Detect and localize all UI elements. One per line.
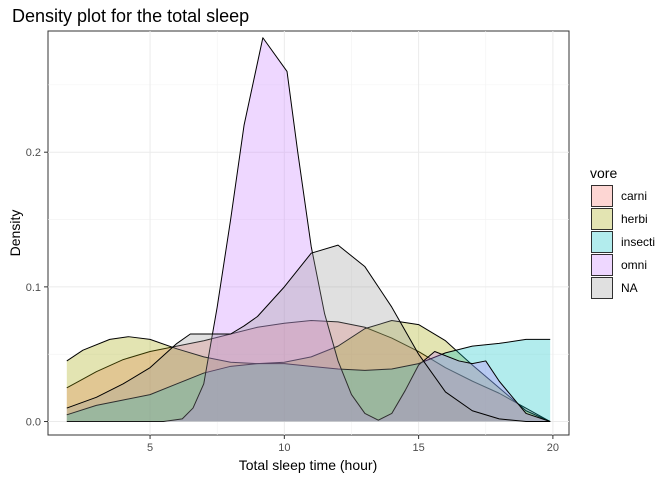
legend-label-insecti: insecti	[621, 235, 655, 249]
legend-key-background	[591, 208, 613, 230]
density-line-herbi	[66, 320, 551, 422]
density-area-herbi	[66, 320, 551, 422]
density-series-layer	[66, 37, 551, 423]
x-tick-label: 20	[547, 442, 559, 454]
legend-key-background	[591, 277, 613, 299]
density-line-omni	[66, 37, 551, 423]
chart-title: Density plot for the total sleep	[12, 6, 249, 26]
x-tick-label: 15	[412, 442, 424, 454]
y-tick-label: 0.1	[26, 282, 41, 294]
legend-label-na: NA	[621, 281, 638, 295]
legend-swatch-herbi	[591, 208, 613, 230]
legend-swatch-na	[591, 277, 613, 299]
density-line-carni	[66, 320, 551, 422]
x-tick-label: 5	[147, 442, 153, 454]
density-line-na	[66, 244, 551, 423]
legend-title: vore	[590, 165, 617, 181]
legend-key-background	[591, 185, 613, 207]
density-area-carni	[66, 320, 551, 422]
legend-swatch-insecti	[591, 231, 613, 253]
y-tick-label: 0.2	[26, 147, 41, 159]
y-axis-title: Density	[7, 210, 23, 257]
legend-key-background	[591, 231, 613, 253]
legend-swatch-omni	[591, 254, 613, 276]
legend-label-carni: carni	[621, 189, 647, 203]
density-area-na	[66, 245, 551, 422]
density-line-insecti	[66, 338, 551, 416]
legend-key-background	[591, 254, 613, 276]
axes: 5 10 15 20 0.0 0.1 0.2	[26, 147, 559, 454]
legend-label-herbi: herbi	[621, 212, 648, 226]
y-tick-label: 0.0	[26, 417, 41, 429]
plot-panel	[47, 30, 570, 436]
legend-swatch-carni	[591, 185, 613, 207]
legend: vore carni herbi insecti omni NA	[590, 165, 655, 299]
legend-label-omni: omni	[621, 258, 647, 272]
x-tick-label: 10	[278, 442, 290, 454]
density-area-insecti	[66, 339, 551, 422]
x-axis-title: Total sleep time (hour)	[239, 457, 378, 473]
